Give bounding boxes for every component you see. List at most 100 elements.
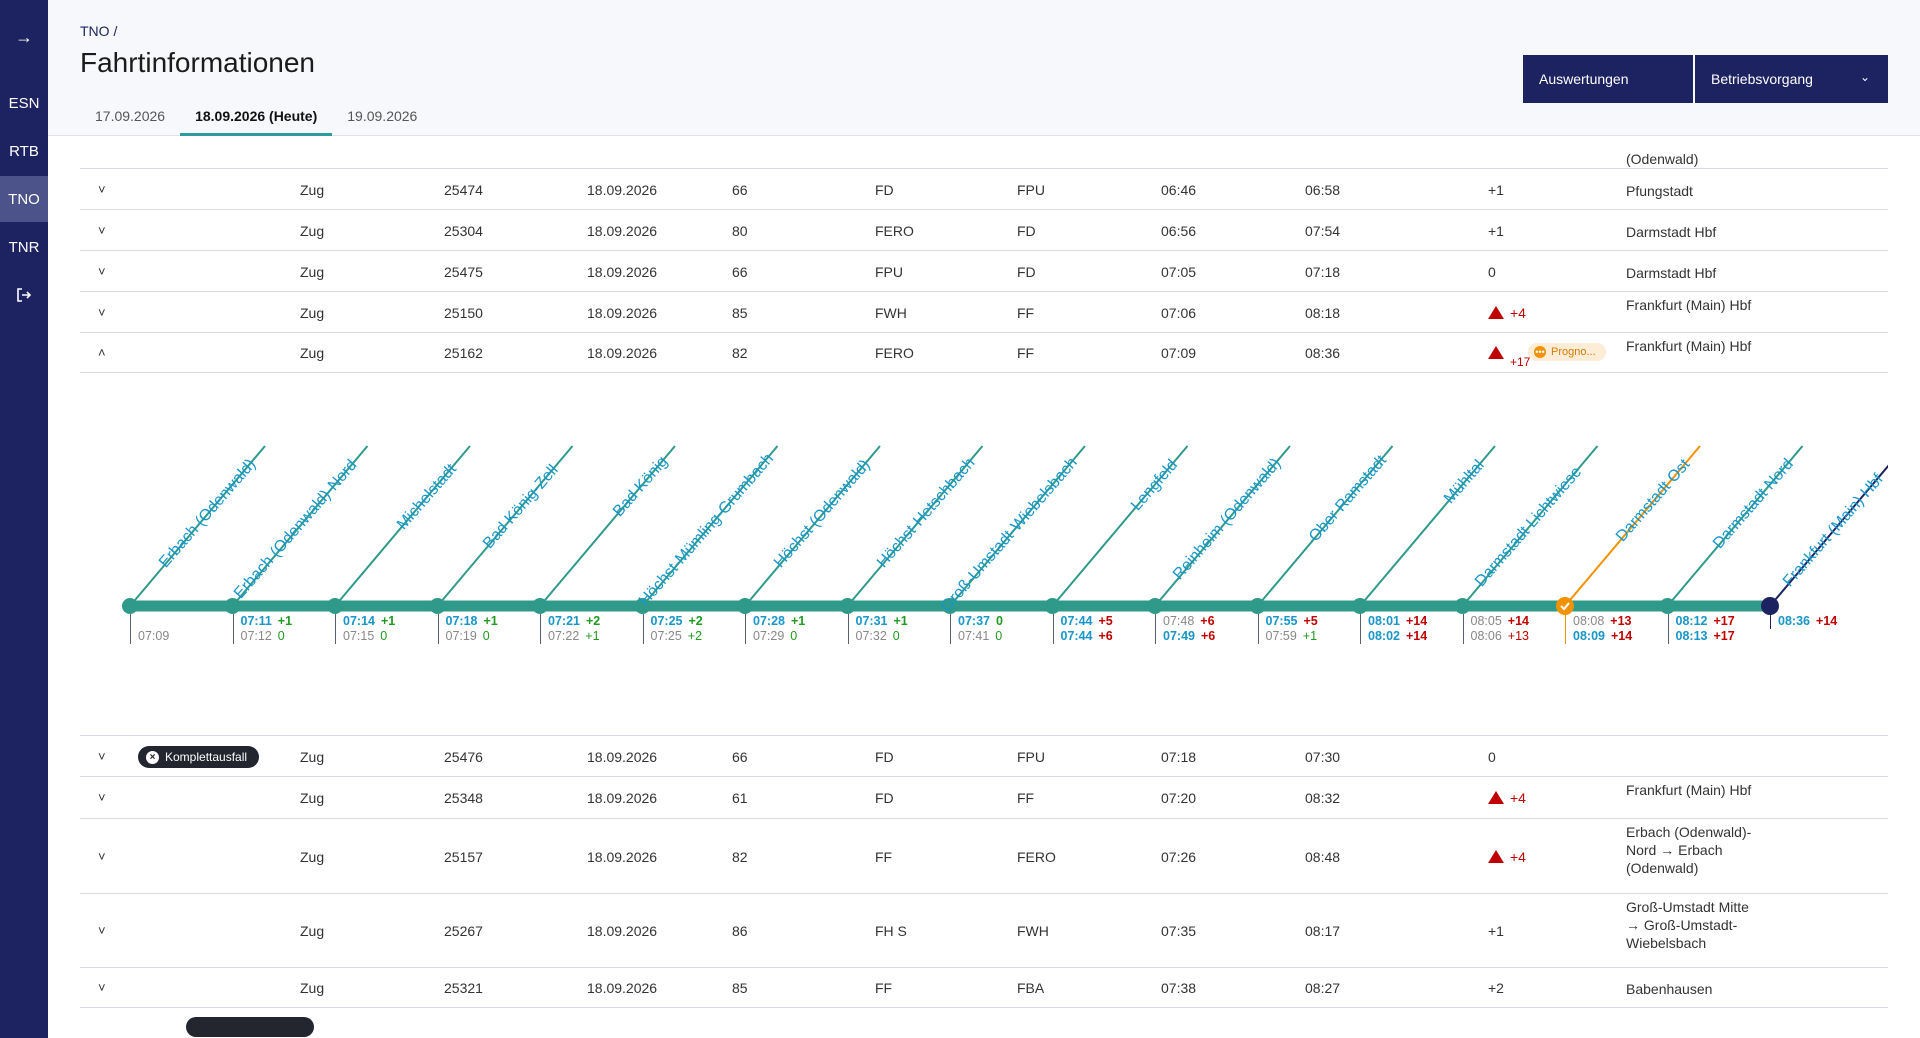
chevron-down-icon[interactable]: ˅ — [98, 223, 106, 238]
ist-line: 08:05 +14 — [1471, 614, 1530, 629]
von-cell: FWH — [875, 305, 907, 321]
ist-time: 08:12 — [1675, 614, 1708, 628]
plan-delay: +1 — [1302, 629, 1318, 643]
delay-cell: +4 — [1488, 849, 1526, 865]
ist-line: 07:14 +1 — [343, 614, 395, 629]
chevron-down-icon[interactable]: ˅ — [98, 790, 106, 805]
von-cell: FERO — [875, 345, 914, 361]
tab-yesterday[interactable]: 17.09.2026 — [95, 108, 166, 124]
table-row[interactable]: ˅ Zug 25150 18.09.2026 85 FWH FF 07:06 08:18 +4 Fr… — [80, 292, 1888, 333]
table-row[interactable]: ˅ Zug 25348 18.09.2026 61 FD FF 07:20 08:32 +4 Fra… — [80, 777, 1888, 819]
status-badge-partial — [186, 1017, 314, 1037]
chevron-down-icon[interactable]: ˅ — [98, 980, 106, 995]
an-cell: 08:48 — [1305, 849, 1341, 865]
table-row[interactable]: ˅ Zug 25474 18.09.2026 66 FD FPU 06:46 06:58 +1 Pf… — [80, 169, 1888, 210]
table-row[interactable]: ˅ Zug 25304 18.09.2026 80 FERO FD 06:56 07:54 +1 D… — [80, 210, 1888, 251]
chevron-up-icon[interactable]: ˄ — [98, 345, 106, 360]
plan-delay: 0 — [482, 629, 490, 643]
ist-delay: +2 — [585, 614, 601, 628]
delay-value: +2 — [1488, 980, 1504, 996]
ist-delay: +14 — [1507, 614, 1529, 628]
table-row[interactable]: ˅ Zug 25476 18.09.2026 66 FD FPU 07:18 07:30 0 × Ko… — [80, 736, 1888, 777]
chevron-down-icon[interactable]: ˅ — [98, 849, 106, 864]
ziel-cell: Darmstadt Hbf — [1626, 265, 1717, 281]
train-timeline: Erbach (Odenwald) 07:09 Erbach (Odenwald)-… — [80, 372, 1888, 736]
delay-cell: +17 — [1488, 345, 1530, 369]
ab-cell: 07:38 — [1161, 980, 1197, 996]
plan-time: 07:41 — [958, 629, 990, 643]
ist-line: 07:21 +2 — [548, 614, 600, 629]
station-connector — [1666, 445, 1804, 607]
delay-cell: +1 — [1488, 923, 1504, 939]
linie-cell: 86 — [732, 923, 748, 939]
ist-time: 07:37 — [958, 614, 990, 628]
von-cell: FD — [875, 182, 894, 198]
datum-cell: 18.09.2026 — [587, 749, 658, 765]
ab-cell: 07:18 — [1161, 749, 1197, 765]
ziel-cell: Erbach (Odenwald)-Nord → Erbach (Odenwal… — [1626, 824, 1752, 876]
ist-delay: +2 — [688, 614, 703, 628]
station-connector — [641, 445, 779, 607]
plan-time: 07:44 — [1060, 629, 1093, 643]
delay-value: +1 — [1488, 923, 1504, 939]
plan-delay: 0 — [380, 629, 388, 643]
sidebar-item-esn[interactable]: ESN — [8, 94, 40, 112]
an-cell: 08:27 — [1305, 980, 1341, 996]
breadcrumb[interactable]: TNO / — [80, 23, 118, 39]
chevron-down-icon[interactable]: ˅ — [98, 264, 106, 279]
table-row[interactable]: ˅ Zug 25321 18.09.2026 85 FF FBA 07:38 08:27 +2 Ba… — [80, 968, 1888, 1008]
table-row[interactable]: ˅ Zug 25157 18.09.2026 82 FF FERO 07:26 08:48 +4 E… — [80, 819, 1888, 894]
ist-time: 08:01 — [1368, 614, 1400, 628]
station-connector — [539, 445, 676, 607]
ab-cell: 07:26 — [1161, 849, 1197, 865]
arrow-right-icon[interactable]: → — [15, 26, 33, 47]
sidebar-item-tno[interactable]: TNO — [0, 176, 48, 222]
plan-line: 07:59 +1 — [1266, 629, 1318, 644]
an-cell: 08:17 — [1305, 923, 1341, 939]
tab-today[interactable]: 18.09.2026 (Heute) — [180, 98, 333, 136]
sidebar-item-tnr[interactable]: TNR — [8, 238, 40, 256]
delay-cell: +1 — [1488, 182, 1504, 198]
station-dot — [1454, 598, 1471, 614]
status-badge-prognose[interactable]: ••• Progno... — [1528, 343, 1606, 361]
station-times: 07:48 +6 07:49 +6 — [1155, 614, 1215, 644]
betriebsvorgang-button[interactable]: Betriebsvorgang ⌄ — [1695, 55, 1888, 103]
nr-cell: 25475 — [444, 264, 483, 280]
ist-time: 07:48 — [1163, 614, 1195, 628]
an-cell: 07:18 — [1305, 264, 1341, 280]
station-times: 07:09 — [130, 614, 169, 644]
ist-delay: 0 — [995, 614, 1003, 628]
ist-line: 07:25 +2 — [651, 614, 703, 629]
delay-cell: +4 — [1488, 305, 1526, 321]
nach-cell: FD — [1017, 223, 1036, 239]
tab-tomorrow[interactable]: 19.09.2026 — [347, 108, 418, 124]
datum-cell: 18.09.2026 — [587, 790, 658, 806]
ist-line: 08:12 +17 — [1676, 614, 1735, 629]
chevron-down-icon[interactable]: ˅ — [98, 923, 106, 938]
table-row[interactable]: ˅ Zug 25267 18.09.2026 86 FH S FWH 07:35 08:17 +1… — [80, 894, 1888, 968]
logout-icon[interactable] — [0, 272, 48, 318]
chevron-down-icon[interactable]: ˅ — [98, 182, 106, 197]
table-row[interactable]: ˄ Zug 25162 18.09.2026 82 FERO FF 07:09 08:36 +17… — [80, 333, 1888, 373]
delay-value: +1 — [1488, 182, 1504, 198]
ist-time: 07:28 — [753, 614, 785, 628]
ist-delay: +1 — [483, 614, 498, 628]
ziel-cell: (Odenwald) — [1626, 151, 1699, 167]
station-dot — [1659, 598, 1676, 614]
plan-time: 08:09 — [1573, 629, 1605, 643]
ist-delay: +5 — [1303, 614, 1318, 628]
plan-delay: +6 — [1200, 629, 1216, 643]
plan-time: 07:22 — [548, 629, 580, 643]
auswertungen-button[interactable]: Auswertungen — [1523, 55, 1693, 103]
table-row[interactable]: ˅ Zug 25475 18.09.2026 66 FPU FD 07:05 07:18 0 Dar… — [80, 251, 1888, 292]
ist-line: 08:36 +14 — [1778, 614, 1837, 629]
ist-delay: +5 — [1098, 614, 1113, 628]
station-dot — [839, 598, 856, 614]
ist-delay: +17 — [1713, 614, 1735, 628]
chevron-down-icon[interactable]: ˅ — [98, 749, 106, 764]
ist-delay: +1 — [790, 614, 806, 628]
plan-delay: 0 — [995, 629, 1003, 643]
an-cell: 08:36 — [1305, 345, 1341, 361]
sidebar-item-rtb[interactable]: RTB — [9, 142, 39, 160]
chevron-down-icon[interactable]: ˅ — [98, 305, 106, 320]
